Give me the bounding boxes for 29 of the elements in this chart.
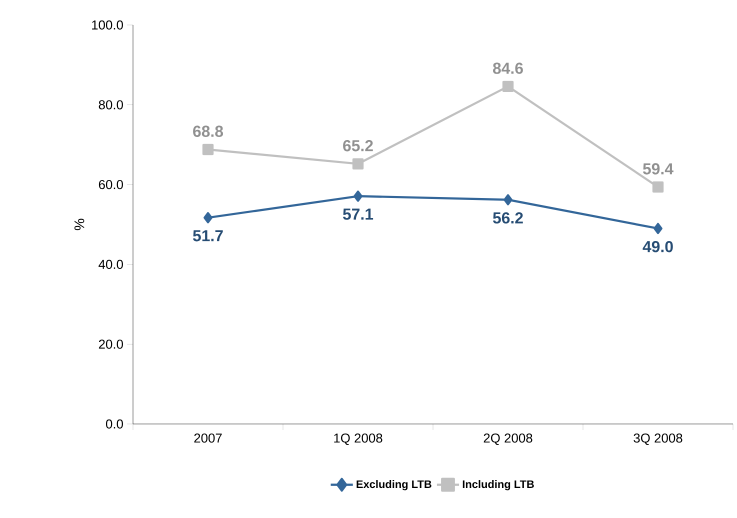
data-label: 49.0 (642, 241, 673, 252)
x-tick-label: 2007 (194, 434, 222, 443)
point (202, 144, 214, 156)
data-label: 59.4 (642, 163, 674, 174)
y-tick-label: 40.0 (98, 260, 123, 269)
point (654, 222, 662, 234)
point (354, 190, 362, 202)
point (502, 80, 514, 92)
y-axis-title: % (74, 218, 84, 230)
x-tick-label: 3Q 2008 (634, 434, 682, 445)
point (504, 194, 512, 206)
data-label: 57.1 (342, 208, 374, 220)
x-tick-label: 1Q 2008 (334, 434, 382, 445)
y-tick-label: 60.0 (98, 180, 123, 190)
legend-label: Including LTB (462, 480, 534, 490)
point (652, 181, 664, 193)
x-tick-label: 2Q 2008 (484, 434, 532, 445)
y-tick-label: 0.0 (106, 419, 123, 429)
y-tick-label: 100.0 (92, 20, 123, 30)
point (204, 212, 212, 224)
legend-label: Excluding LTB (356, 480, 432, 490)
y-tick-label: 20.0 (98, 340, 123, 349)
data-label: 68.8 (193, 126, 224, 137)
y-tick-label: 80.0 (98, 100, 123, 110)
data-label: 51.7 (192, 230, 223, 242)
point (352, 158, 364, 170)
data-label: 65.2 (343, 140, 373, 152)
data-label: 84.6 (492, 62, 523, 74)
data-label: 56.2 (492, 212, 523, 224)
